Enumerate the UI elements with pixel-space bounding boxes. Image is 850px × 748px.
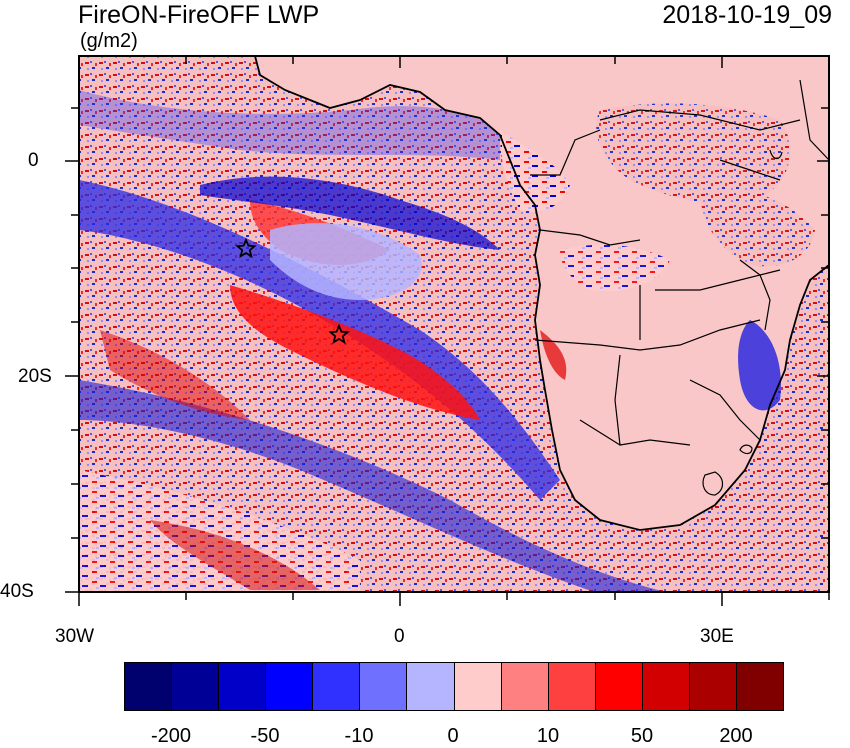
lwp-field xyxy=(79,56,829,592)
star-marker-1 xyxy=(235,237,257,259)
colorbar-label: 10 xyxy=(536,725,560,747)
colorbar-swatch xyxy=(548,663,596,710)
plot-frame xyxy=(78,55,830,593)
colorbar-label: -10 xyxy=(344,725,374,747)
colorbar-swatch xyxy=(125,663,173,710)
colorbar xyxy=(124,662,784,711)
colorbar-label: 0 xyxy=(447,725,459,747)
star-markers xyxy=(235,237,350,345)
star-marker-2 xyxy=(328,323,350,345)
colorbar-swatch xyxy=(501,663,549,710)
colorbar-label: -50 xyxy=(250,725,280,747)
colorbar-swatch xyxy=(266,663,314,710)
lon-tick-label: 0 xyxy=(394,626,405,647)
coastline xyxy=(254,56,829,531)
colorbar-label: 200 xyxy=(719,725,753,747)
lat-tick-label: 0 xyxy=(28,150,39,171)
colorbar-label: 50 xyxy=(630,725,654,747)
units-label: (g/m2) xyxy=(80,30,138,52)
lon-tick-label: 30W xyxy=(55,626,95,647)
colorbar-swatch xyxy=(689,663,738,710)
map-datetime: 2018-10-19_09 xyxy=(662,1,832,29)
colorbar-swatch xyxy=(172,663,220,710)
lat-tick-label: 20S xyxy=(18,366,52,387)
country-borders xyxy=(530,79,829,496)
colorbar-swatch xyxy=(313,663,361,710)
map-title: FireON-FireOFF LWP xyxy=(78,1,320,29)
colorbar-swatch xyxy=(454,663,502,710)
colorbar-swatch xyxy=(642,663,690,710)
lat-tick-label: 40S xyxy=(0,581,34,602)
lon-tick-label: 30E xyxy=(700,626,734,647)
colorbar-swatch xyxy=(595,663,643,710)
colorbar-swatch xyxy=(737,663,784,710)
tick-marks xyxy=(65,56,830,606)
colorbar-swatch xyxy=(219,663,267,710)
colorbar-swatch xyxy=(407,663,455,710)
colorbar-label: -200 xyxy=(150,725,192,747)
colorbar-swatch xyxy=(360,663,408,710)
